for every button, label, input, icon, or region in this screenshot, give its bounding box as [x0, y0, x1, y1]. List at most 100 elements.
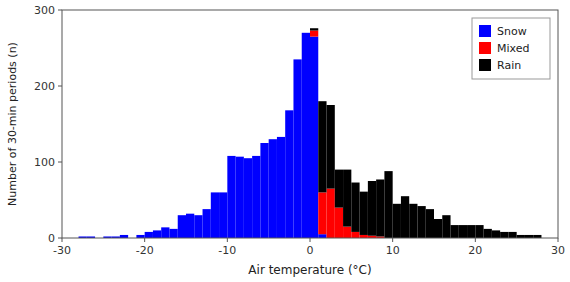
bar-segment: [368, 181, 376, 236]
legend-box: [472, 18, 550, 79]
bar-segment: [103, 236, 111, 237]
tick-label: 200: [34, 80, 55, 93]
bar-segment: [310, 31, 318, 37]
tick-label: 100: [34, 156, 55, 169]
bar-segment: [310, 28, 318, 30]
bar-segment: [500, 232, 508, 238]
y-axis: 0100200300: [34, 4, 62, 245]
bar-segment: [236, 156, 244, 157]
legend: Snow Mixed Rain: [472, 18, 550, 79]
bar-segment: [211, 192, 219, 238]
legend-swatch: [479, 59, 491, 71]
chart: 0100200300-30-20-100102030Air temperatur…: [0, 0, 570, 282]
bar-segment: [203, 209, 211, 210]
tick-label: -30: [53, 244, 71, 257]
bar-segment: [153, 230, 161, 231]
tick-mark: [475, 238, 476, 242]
bar-segment: [285, 110, 293, 111]
bar-segment: [459, 225, 467, 238]
bar-segment: [153, 230, 161, 231]
bar-segment: [277, 137, 285, 238]
tick-label: -20: [136, 244, 154, 257]
bar-segment: [194, 215, 202, 216]
bar-segment: [409, 204, 417, 238]
bar-segment: [277, 136, 285, 137]
bar-segment: [252, 155, 260, 156]
bar-segment: [136, 234, 144, 235]
bar-segment: [120, 234, 128, 235]
x-axis: -30-20-100102030: [53, 238, 565, 257]
bar-segment: [194, 215, 202, 238]
bar-segment: [269, 139, 277, 140]
bar-segment: [260, 143, 268, 144]
bar-segment: [227, 155, 235, 156]
bar-segment: [260, 143, 268, 238]
tick-mark: [62, 238, 63, 242]
bar-segment: [351, 183, 359, 232]
bar-segment: [252, 156, 260, 238]
bar-segment: [376, 179, 384, 236]
bar-segment: [310, 37, 318, 238]
bar-segment: [227, 155, 235, 156]
bar-segment: [244, 158, 252, 159]
bar-segment: [327, 105, 335, 189]
tick-label: 300: [34, 4, 55, 17]
bar-segment: [79, 236, 87, 237]
tick-mark: [558, 238, 559, 242]
tick-mark: [144, 238, 145, 242]
bar-segment: [260, 143, 268, 144]
bar-segment: [186, 213, 194, 214]
bar-segment: [178, 215, 186, 216]
bar-segment: [417, 206, 425, 238]
bar-segment: [475, 225, 483, 238]
tick-label: 30: [551, 244, 565, 257]
bar-segment: [318, 192, 326, 234]
bar-segment: [203, 209, 211, 238]
bar-segment: [508, 232, 516, 238]
bar-segment: [285, 110, 293, 111]
bar-segment: [335, 208, 343, 238]
bar-segment: [169, 229, 177, 238]
bar-segment: [343, 170, 351, 227]
bar-segment: [178, 215, 186, 216]
bar-segment: [351, 232, 359, 238]
bar-segment: [293, 59, 301, 60]
bar-segment: [426, 209, 434, 238]
bar-segment: [434, 219, 442, 238]
bar-segment: [293, 59, 301, 60]
bar-segment: [145, 231, 153, 232]
bar-segment: [79, 236, 87, 237]
bar-segment: [203, 209, 211, 210]
bar-segment: [112, 236, 120, 237]
bar-segment: [277, 136, 285, 137]
bar-segment: [236, 156, 244, 157]
bar-segment: [343, 227, 351, 238]
bar-segment: [318, 234, 326, 238]
y-axis-label: Number of 30-min periods (n): [6, 42, 19, 206]
bar-segment: [285, 110, 293, 238]
bar-segment: [169, 228, 177, 229]
bar-segment: [186, 213, 194, 214]
bar-segment: [161, 227, 169, 228]
legend-label: Snow: [497, 25, 527, 38]
bar-segment: [244, 158, 252, 238]
bar-segment: [153, 230, 161, 238]
tick-mark: [310, 238, 311, 242]
legend-label: Rain: [497, 59, 521, 72]
tick-mark: [58, 162, 62, 163]
bar-segment: [293, 59, 301, 238]
plot-frame: [62, 10, 558, 238]
bar-segment: [302, 32, 310, 33]
x-axis-label: Air temperature (°C): [248, 263, 371, 277]
legend-swatch: [479, 42, 491, 54]
bar-segment: [103, 236, 111, 237]
bar-segment: [484, 229, 492, 238]
bar-segment: [145, 231, 153, 232]
bar-segment: [302, 32, 310, 33]
legend-label: Mixed: [497, 42, 529, 55]
bar-segment: [211, 192, 219, 193]
bar-segment: [186, 214, 194, 238]
bar-segment: [161, 227, 169, 228]
bar-segment: [169, 228, 177, 229]
bar-segment: [178, 215, 186, 238]
